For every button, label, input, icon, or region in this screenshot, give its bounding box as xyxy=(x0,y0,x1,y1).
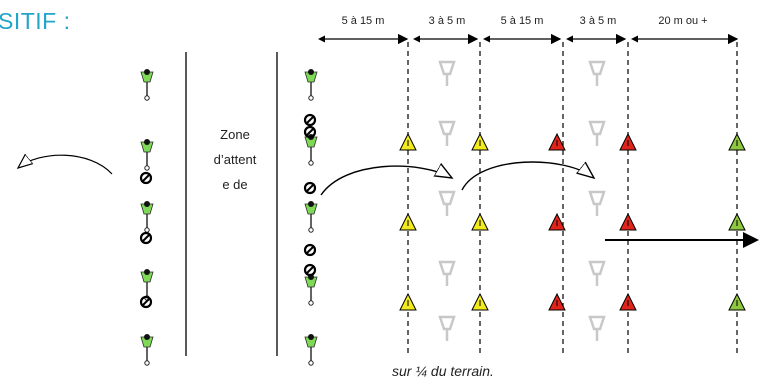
cone-icon xyxy=(548,132,566,151)
distance-label-1: 5 à 15 m xyxy=(342,15,385,27)
player-icon xyxy=(304,274,318,306)
waiting-zone-line-2: d’attent xyxy=(213,152,257,167)
rest-marker-icon xyxy=(303,263,317,277)
player-icon xyxy=(304,134,318,166)
player-ghost-icon xyxy=(438,190,456,216)
waiting-zone-line-3: e de xyxy=(222,177,248,192)
player-icon xyxy=(140,69,154,101)
cone-icon xyxy=(548,292,566,311)
waiting-zone-label: Zone d’attent e de xyxy=(205,122,265,197)
player-ghost-icon xyxy=(588,190,606,216)
player-icon xyxy=(304,201,318,233)
cone-icon xyxy=(728,292,746,311)
rest-marker-icon xyxy=(303,243,317,257)
player-ghost-icon xyxy=(588,260,606,286)
cone-icon xyxy=(728,212,746,231)
distance-label-3: 5 à 15 m xyxy=(501,15,544,27)
distance-label-2: 3 à 5 m xyxy=(429,15,466,27)
player-ghost-icon xyxy=(438,60,456,86)
movement-arrow-1 xyxy=(320,166,452,196)
cone-icon xyxy=(471,212,489,231)
distance-label-5: 20 m ou + xyxy=(658,15,707,27)
distance-arrow-starts xyxy=(318,35,638,43)
cone-icon xyxy=(619,132,637,151)
rest-marker-icon xyxy=(303,125,317,139)
player-icon xyxy=(140,201,154,233)
cone-icon xyxy=(548,212,566,231)
players xyxy=(140,60,606,366)
diagram-caption: sur ¼ du terrain. xyxy=(392,363,494,379)
cone-icon xyxy=(399,132,417,151)
distance-label-4: 3 à 5 m xyxy=(580,15,617,27)
waiting-zone-line-1: Zone xyxy=(220,127,250,142)
rest-marker-icon xyxy=(303,181,317,195)
player-icon xyxy=(140,139,154,171)
cone-icon xyxy=(471,292,489,311)
cone-icon xyxy=(619,212,637,231)
player-icon xyxy=(140,269,154,301)
player-ghost-icon xyxy=(588,120,606,146)
rest-marker-icon xyxy=(303,113,317,127)
player-ghost-icon xyxy=(588,60,606,86)
cone-icon xyxy=(471,132,489,151)
page-title: SITIF : xyxy=(0,8,71,34)
cone-icon xyxy=(728,132,746,151)
player-ghost-icon xyxy=(438,315,456,341)
player-ghost-icon xyxy=(588,315,606,341)
cone-icon xyxy=(619,292,637,311)
dashed-lines xyxy=(407,42,738,356)
cone-icon xyxy=(399,292,417,311)
player-icon xyxy=(304,69,318,101)
return-arrow xyxy=(18,155,113,175)
player-icon xyxy=(140,334,154,366)
rest-marker-icon xyxy=(139,295,153,309)
player-ghost-icon xyxy=(438,260,456,286)
rest-marker-icon xyxy=(139,231,153,245)
movement-arrow-2 xyxy=(461,162,594,191)
rest-marker-icon xyxy=(139,171,153,185)
cone-icon xyxy=(399,212,417,231)
rest-markers xyxy=(139,113,317,309)
player-ghost-icon xyxy=(438,120,456,146)
player-icon xyxy=(304,334,318,366)
cones xyxy=(399,132,746,311)
